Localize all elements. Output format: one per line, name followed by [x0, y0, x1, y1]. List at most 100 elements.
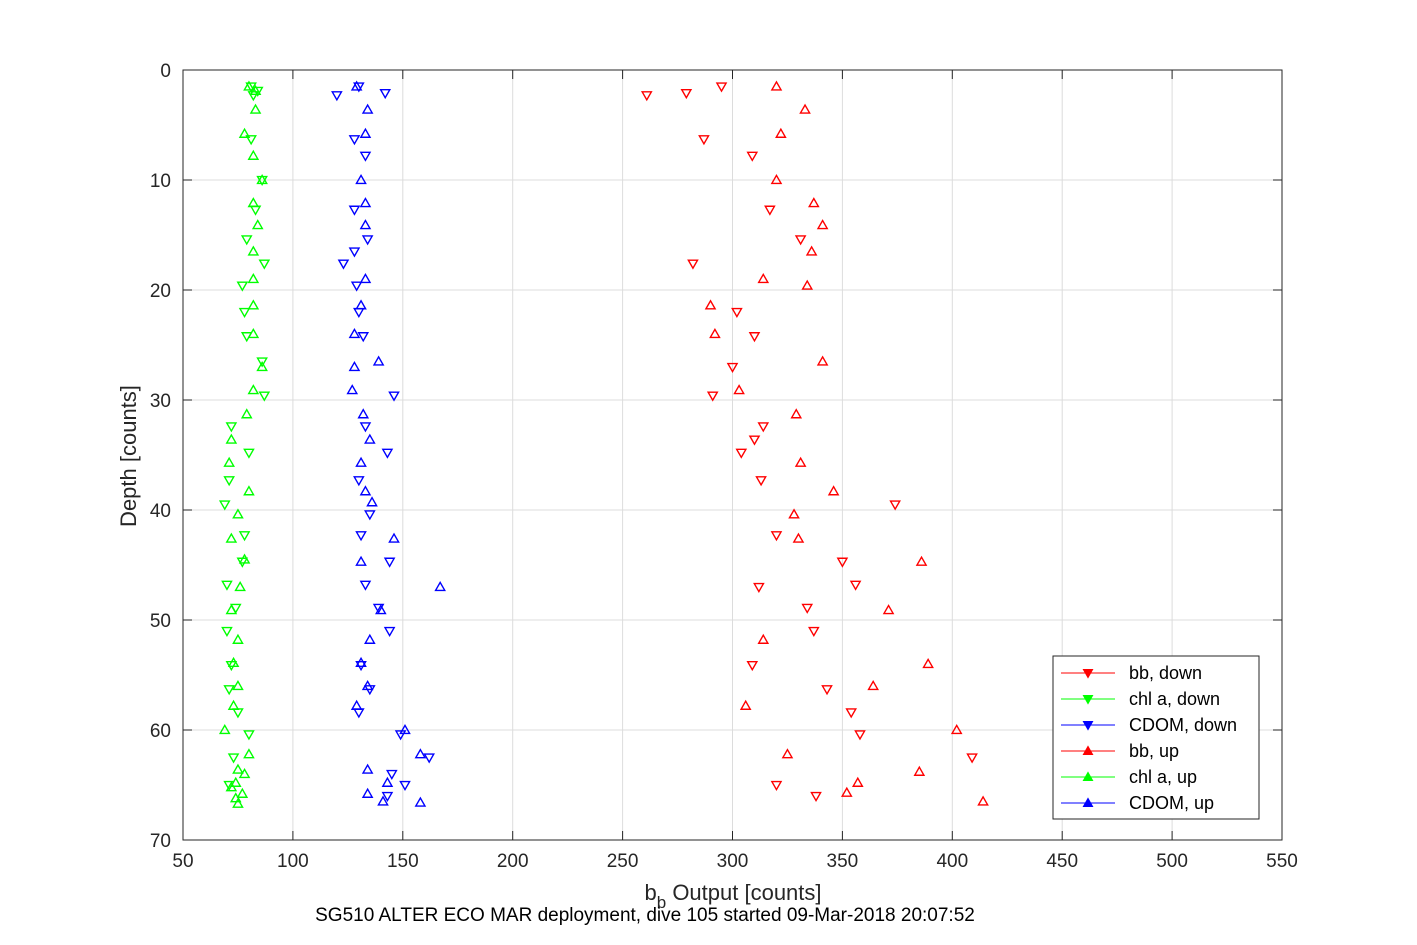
data-point	[240, 408, 253, 419]
data-point	[687, 259, 699, 270]
data-point	[337, 259, 350, 270]
legend-marker	[1082, 771, 1094, 781]
x-tick-label: 200	[497, 851, 529, 872]
data-point	[243, 448, 255, 459]
data-point	[223, 456, 235, 467]
data-point	[225, 532, 238, 543]
data-point	[218, 723, 231, 735]
data-point	[236, 281, 249, 292]
data-point	[353, 476, 365, 487]
data-point	[781, 748, 794, 759]
data-point	[680, 88, 693, 100]
data-point	[746, 660, 759, 672]
data-point	[840, 786, 853, 797]
data-point	[348, 247, 361, 258]
data-point	[366, 496, 378, 507]
data-point	[359, 219, 372, 230]
legend-marker	[1082, 721, 1094, 731]
data-point	[223, 476, 235, 487]
data-point	[355, 656, 367, 668]
data-point	[256, 357, 268, 368]
data-point	[836, 557, 849, 568]
data-point	[381, 776, 394, 787]
data-point	[359, 151, 372, 162]
data-point	[748, 435, 761, 446]
data-point	[247, 197, 260, 208]
data-point	[232, 508, 244, 519]
x-tick-label: 500	[1156, 851, 1188, 872]
data-point	[889, 500, 901, 511]
data-point	[348, 360, 361, 372]
data-point	[238, 553, 251, 564]
data-point	[247, 272, 260, 284]
data-point	[225, 422, 238, 433]
data-point	[221, 626, 233, 638]
data-point	[801, 603, 814, 614]
data-point	[770, 80, 783, 91]
legend-label: chl a, down	[1129, 689, 1220, 709]
data-point	[753, 582, 765, 594]
data-point	[977, 795, 989, 806]
y-tick-label: 40	[150, 501, 171, 522]
data-point	[372, 355, 385, 366]
x-tick-label: 100	[277, 851, 309, 872]
data-point	[361, 787, 374, 798]
x-tick-label: 150	[387, 851, 419, 872]
data-point	[792, 532, 805, 543]
data-point	[232, 763, 244, 774]
data-point	[715, 82, 728, 93]
data-point	[372, 603, 385, 614]
legend-label: chl a, up	[1129, 767, 1197, 787]
data-point	[355, 299, 367, 310]
data-point	[348, 205, 361, 216]
data-point	[348, 327, 361, 339]
data-point	[388, 391, 400, 402]
data-point	[790, 408, 803, 419]
data-point	[247, 91, 260, 102]
data-point	[849, 580, 862, 591]
data-point	[757, 422, 770, 433]
data-point	[350, 281, 363, 292]
data-point	[381, 791, 394, 803]
data-point	[223, 685, 235, 696]
data-point	[331, 91, 343, 102]
series-5	[346, 80, 446, 807]
data-point	[361, 235, 374, 246]
data-point	[256, 173, 268, 185]
data-point	[364, 510, 376, 521]
data-point	[232, 797, 244, 808]
data-point	[399, 780, 411, 792]
y-tick-label: 10	[150, 171, 171, 192]
legend-entry: bb, down	[1061, 663, 1202, 683]
y-axis-ticks: 0 10 20 30 40 50 60 70	[150, 61, 1282, 852]
data-point	[359, 485, 372, 496]
data-point	[731, 307, 743, 319]
legend-label: bb, up	[1129, 741, 1179, 761]
data-point	[361, 103, 374, 114]
data-point	[383, 557, 396, 568]
data-point	[704, 299, 717, 310]
data-point	[851, 776, 864, 787]
series-0	[640, 82, 978, 803]
data-point	[375, 604, 387, 615]
data-point	[249, 84, 262, 96]
y-tick-label: 50	[150, 611, 171, 632]
data-point	[355, 456, 367, 467]
x-tick-label: 450	[1046, 851, 1078, 872]
data-point	[845, 708, 857, 719]
data-point	[364, 633, 376, 644]
data-point	[810, 791, 822, 803]
data-point	[357, 332, 370, 343]
data-point	[966, 753, 978, 764]
data-point	[355, 555, 367, 566]
y-tick-label: 70	[150, 831, 171, 852]
data-point	[240, 235, 253, 246]
data-point	[414, 796, 427, 807]
legend-marker	[1082, 669, 1094, 679]
data-point	[381, 448, 394, 459]
data-point	[423, 753, 435, 764]
data-point	[357, 408, 370, 419]
legend-marker	[1082, 695, 1094, 705]
data-point	[377, 795, 389, 806]
data-point	[764, 205, 776, 216]
